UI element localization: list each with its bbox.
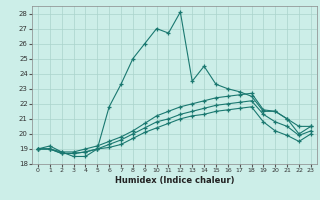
X-axis label: Humidex (Indice chaleur): Humidex (Indice chaleur) (115, 176, 234, 185)
